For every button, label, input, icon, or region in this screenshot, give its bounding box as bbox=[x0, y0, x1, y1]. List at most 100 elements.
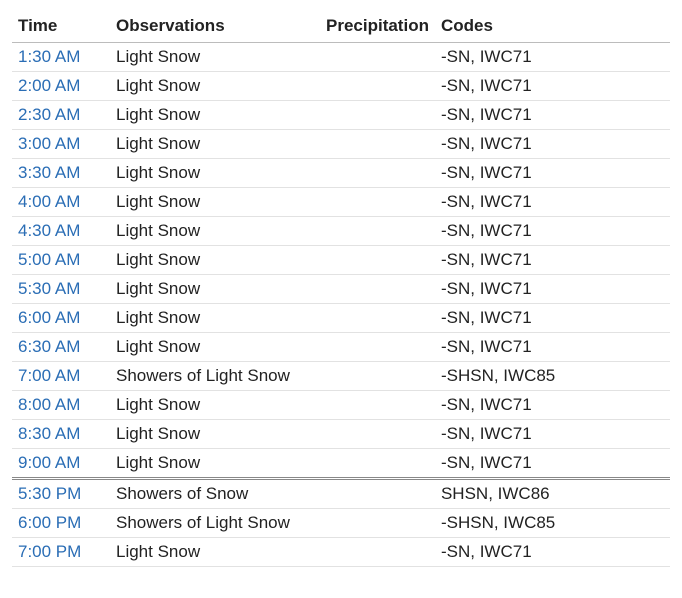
time-link[interactable]: 3:30 AM bbox=[18, 163, 80, 182]
time-link[interactable]: 5:30 AM bbox=[18, 279, 80, 298]
time-link[interactable]: 6:30 AM bbox=[18, 337, 80, 356]
table-row: 8:30 AM Light Snow -SN, IWC71 bbox=[12, 420, 670, 449]
cell-time: 4:30 AM bbox=[12, 217, 110, 246]
cell-time: 4:00 AM bbox=[12, 188, 110, 217]
cell-precipitation bbox=[320, 449, 435, 479]
cell-observations: Light Snow bbox=[110, 304, 320, 333]
cell-codes: -SN, IWC71 bbox=[435, 275, 670, 304]
cell-precipitation bbox=[320, 159, 435, 188]
table-row: 2:00 AM Light Snow -SN, IWC71 bbox=[12, 72, 670, 101]
cell-precipitation bbox=[320, 538, 435, 567]
cell-codes: -SHSN, IWC85 bbox=[435, 509, 670, 538]
table-header-row: Time Observations Precipitation Codes bbox=[12, 12, 670, 43]
cell-codes: -SN, IWC71 bbox=[435, 391, 670, 420]
table-row: 6:00 PM Showers of Light Snow -SHSN, IWC85 bbox=[12, 509, 670, 538]
time-link[interactable]: 8:00 AM bbox=[18, 395, 80, 414]
time-link[interactable]: 9:00 AM bbox=[18, 453, 80, 472]
cell-codes: -SN, IWC71 bbox=[435, 420, 670, 449]
cell-time: 2:30 AM bbox=[12, 101, 110, 130]
cell-time: 9:00 AM bbox=[12, 449, 110, 479]
cell-time: 3:30 AM bbox=[12, 159, 110, 188]
time-link[interactable]: 4:00 AM bbox=[18, 192, 80, 211]
cell-codes: -SN, IWC71 bbox=[435, 246, 670, 275]
cell-time: 2:00 AM bbox=[12, 72, 110, 101]
cell-codes: -SN, IWC71 bbox=[435, 217, 670, 246]
cell-codes: -SN, IWC71 bbox=[435, 538, 670, 567]
cell-observations: Light Snow bbox=[110, 159, 320, 188]
cell-time: 7:00 AM bbox=[12, 362, 110, 391]
cell-codes: -SN, IWC71 bbox=[435, 130, 670, 159]
cell-time: 8:30 AM bbox=[12, 420, 110, 449]
cell-codes: -SN, IWC71 bbox=[435, 449, 670, 479]
table-row: 6:30 AMLight Snow-SN, IWC71 bbox=[12, 333, 670, 362]
table-row: 2:30 AMLight Snow-SN, IWC71 bbox=[12, 101, 670, 130]
cell-codes: -SN, IWC71 bbox=[435, 159, 670, 188]
table-row: 6:00 AM Light Snow -SN, IWC71 bbox=[12, 304, 670, 333]
cell-codes: -SN, IWC71 bbox=[435, 101, 670, 130]
cell-observations: Light Snow bbox=[110, 72, 320, 101]
table-row: 7:00 AM Showers of Light Snow -SHSN, IWC85 bbox=[12, 362, 670, 391]
cell-time: 7:00 PM bbox=[12, 538, 110, 567]
time-link[interactable]: 2:00 AM bbox=[18, 76, 80, 95]
table-row: 3:00 AMLight Snow-SN, IWC71 bbox=[12, 130, 670, 159]
col-header-precipitation: Precipitation bbox=[320, 12, 435, 43]
table-row: 4:30 AM Light Snow -SN, IWC71 bbox=[12, 217, 670, 246]
table-row: 4:00 AM Light Snow -SN, IWC71 bbox=[12, 188, 670, 217]
cell-time: 3:00 AM bbox=[12, 130, 110, 159]
cell-precipitation bbox=[320, 43, 435, 72]
cell-observations: Showers of Light Snow bbox=[110, 362, 320, 391]
cell-time: 1:30 AM bbox=[12, 43, 110, 72]
cell-precipitation bbox=[320, 246, 435, 275]
table-row: 7:00 PMLight Snow-SN, IWC71 bbox=[12, 538, 670, 567]
cell-time: 5:30 AM bbox=[12, 275, 110, 304]
cell-codes: -SHSN, IWC85 bbox=[435, 362, 670, 391]
cell-codes: SHSN, IWC86 bbox=[435, 479, 670, 509]
cell-precipitation bbox=[320, 130, 435, 159]
time-link[interactable]: 3:00 AM bbox=[18, 134, 80, 153]
cell-precipitation bbox=[320, 101, 435, 130]
time-link[interactable]: 2:30 AM bbox=[18, 105, 80, 124]
cell-observations: Light Snow bbox=[110, 275, 320, 304]
time-link[interactable]: 7:00 AM bbox=[18, 366, 80, 385]
cell-precipitation bbox=[320, 217, 435, 246]
time-link[interactable]: 8:30 AM bbox=[18, 424, 80, 443]
time-link[interactable]: 6:00 AM bbox=[18, 308, 80, 327]
cell-precipitation bbox=[320, 188, 435, 217]
cell-codes: -SN, IWC71 bbox=[435, 43, 670, 72]
cell-observations: Light Snow bbox=[110, 217, 320, 246]
cell-observations: Showers of Snow bbox=[110, 479, 320, 509]
cell-precipitation bbox=[320, 420, 435, 449]
col-header-observations: Observations bbox=[110, 12, 320, 43]
col-header-codes: Codes bbox=[435, 12, 670, 43]
cell-time: 8:00 AM bbox=[12, 391, 110, 420]
time-link[interactable]: 5:00 AM bbox=[18, 250, 80, 269]
cell-precipitation bbox=[320, 479, 435, 509]
cell-observations: Light Snow bbox=[110, 188, 320, 217]
table-row: 5:30 PM Showers of Snow SHSN, IWC86 bbox=[12, 479, 670, 509]
table-row: 8:00 AM Light Snow -SN, IWC71 bbox=[12, 391, 670, 420]
cell-observations: Light Snow bbox=[110, 420, 320, 449]
table-row: 3:30 AM Light Snow -SN, IWC71 bbox=[12, 159, 670, 188]
cell-codes: -SN, IWC71 bbox=[435, 304, 670, 333]
cell-time: 6:00 PM bbox=[12, 509, 110, 538]
time-link[interactable]: 1:30 AM bbox=[18, 47, 80, 66]
cell-precipitation bbox=[320, 304, 435, 333]
table-row: 5:00 AM Light Snow -SN, IWC71 bbox=[12, 246, 670, 275]
time-link[interactable]: 7:00 PM bbox=[18, 542, 81, 561]
time-link[interactable]: 6:00 PM bbox=[18, 513, 81, 532]
time-link[interactable]: 5:30 PM bbox=[18, 484, 81, 503]
cell-time: 6:30 AM bbox=[12, 333, 110, 362]
cell-observations: Light Snow bbox=[110, 391, 320, 420]
cell-observations: Light Snow bbox=[110, 246, 320, 275]
table-row: 5:30 AM Light Snow -SN, IWC71 bbox=[12, 275, 670, 304]
cell-precipitation bbox=[320, 509, 435, 538]
cell-precipitation bbox=[320, 333, 435, 362]
cell-precipitation bbox=[320, 275, 435, 304]
cell-codes: -SN, IWC71 bbox=[435, 72, 670, 101]
time-link[interactable]: 4:30 AM bbox=[18, 221, 80, 240]
cell-observations: Light Snow bbox=[110, 43, 320, 72]
cell-codes: -SN, IWC71 bbox=[435, 188, 670, 217]
cell-observations: Showers of Light Snow bbox=[110, 509, 320, 538]
cell-time: 5:00 AM bbox=[12, 246, 110, 275]
cell-codes: -SN, IWC71 bbox=[435, 333, 670, 362]
